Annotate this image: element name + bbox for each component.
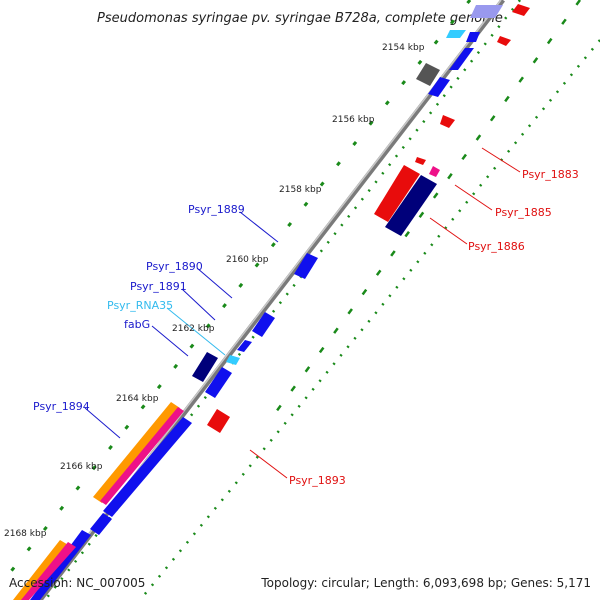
dark-cds-feature[interactable] <box>192 352 218 382</box>
genome-summary-text: Topology: circular; Length: 6,093,698 bp… <box>260 576 591 590</box>
cds-feature[interactable] <box>512 4 530 16</box>
cds-feature[interactable] <box>415 157 426 165</box>
magenta-feature[interactable] <box>429 166 440 177</box>
gene-label-psyr-1883[interactable]: Psyr_1883 <box>522 168 579 181</box>
tick-label: 2156 kbp <box>332 115 375 125</box>
accession-text: Accession: NC_007005 <box>9 576 145 590</box>
tick-label: 2164 kbp <box>116 394 159 404</box>
gene-label-psyr-1886[interactable]: Psyr_1886 <box>468 240 525 253</box>
rna-feature[interactable] <box>446 30 466 38</box>
gray-feature[interactable] <box>416 63 440 86</box>
map-title: Pseudomonas syringae pv. syringae B728a,… <box>97 11 503 26</box>
callout-lines <box>84 147 521 479</box>
gene-label-psyr-1889[interactable]: Psyr_1889 <box>188 203 245 216</box>
gene-label-psyr-1894[interactable]: Psyr_1894 <box>33 400 90 413</box>
cds-feature[interactable] <box>497 36 511 46</box>
cds-feature[interactable] <box>252 312 275 337</box>
tick-label: 2158 kbp <box>279 185 322 195</box>
cds-feature[interactable] <box>30 530 91 600</box>
orange-feature[interactable] <box>13 540 70 600</box>
cds-feature[interactable] <box>374 165 420 222</box>
gene-label-psyr-1885[interactable]: Psyr_1885 <box>495 206 552 219</box>
tick-label: 2160 kbp <box>226 255 269 265</box>
gene-label-psyr-1893[interactable]: Psyr_1893 <box>289 474 346 487</box>
cds-feature[interactable] <box>449 48 474 70</box>
gene-label-psyr-rna35[interactable]: Psyr_RNA35 <box>107 299 173 312</box>
cds-feature[interactable] <box>90 513 112 535</box>
cds-feature[interactable] <box>466 32 480 42</box>
outer-dash-track <box>268 0 582 421</box>
tick-label: 2168 kbp <box>4 529 47 539</box>
forward-strand-features <box>13 5 503 600</box>
cds-feature[interactable] <box>428 77 450 97</box>
cds-feature[interactable] <box>207 409 230 433</box>
dark-cds-feature[interactable] <box>385 175 437 236</box>
cds-feature[interactable] <box>440 115 455 128</box>
reverse-strand-features <box>207 4 530 433</box>
magenta-feature[interactable] <box>21 542 76 600</box>
cds-feature[interactable] <box>470 5 503 18</box>
magenta-feature[interactable] <box>100 407 184 505</box>
tick-track <box>0 0 472 586</box>
orange-feature[interactable] <box>93 402 180 503</box>
tick-label: 2166 kbp <box>60 462 103 472</box>
rna-feature[interactable] <box>226 355 240 365</box>
tick-label: 2162 kbp <box>172 324 215 334</box>
tick-labels: 2154 kbp 2156 kbp 2158 kbp 2160 kbp 2162… <box>4 43 425 539</box>
gene-labels: Psyr_1883 Psyr_1885 Psyr_1886 Psyr_1889 … <box>33 168 579 487</box>
cds-feature[interactable] <box>205 367 232 398</box>
gene-label-psyr-1890[interactable]: Psyr_1890 <box>146 260 203 273</box>
cds-feature[interactable] <box>103 417 192 517</box>
gene-label-fabg[interactable]: fabG <box>124 318 150 331</box>
cds-feature[interactable] <box>237 340 252 352</box>
gene-label-psyr-1891[interactable]: Psyr_1891 <box>130 280 187 293</box>
cds-feature[interactable] <box>294 253 318 279</box>
tick-label: 2154 kbp <box>382 43 425 53</box>
